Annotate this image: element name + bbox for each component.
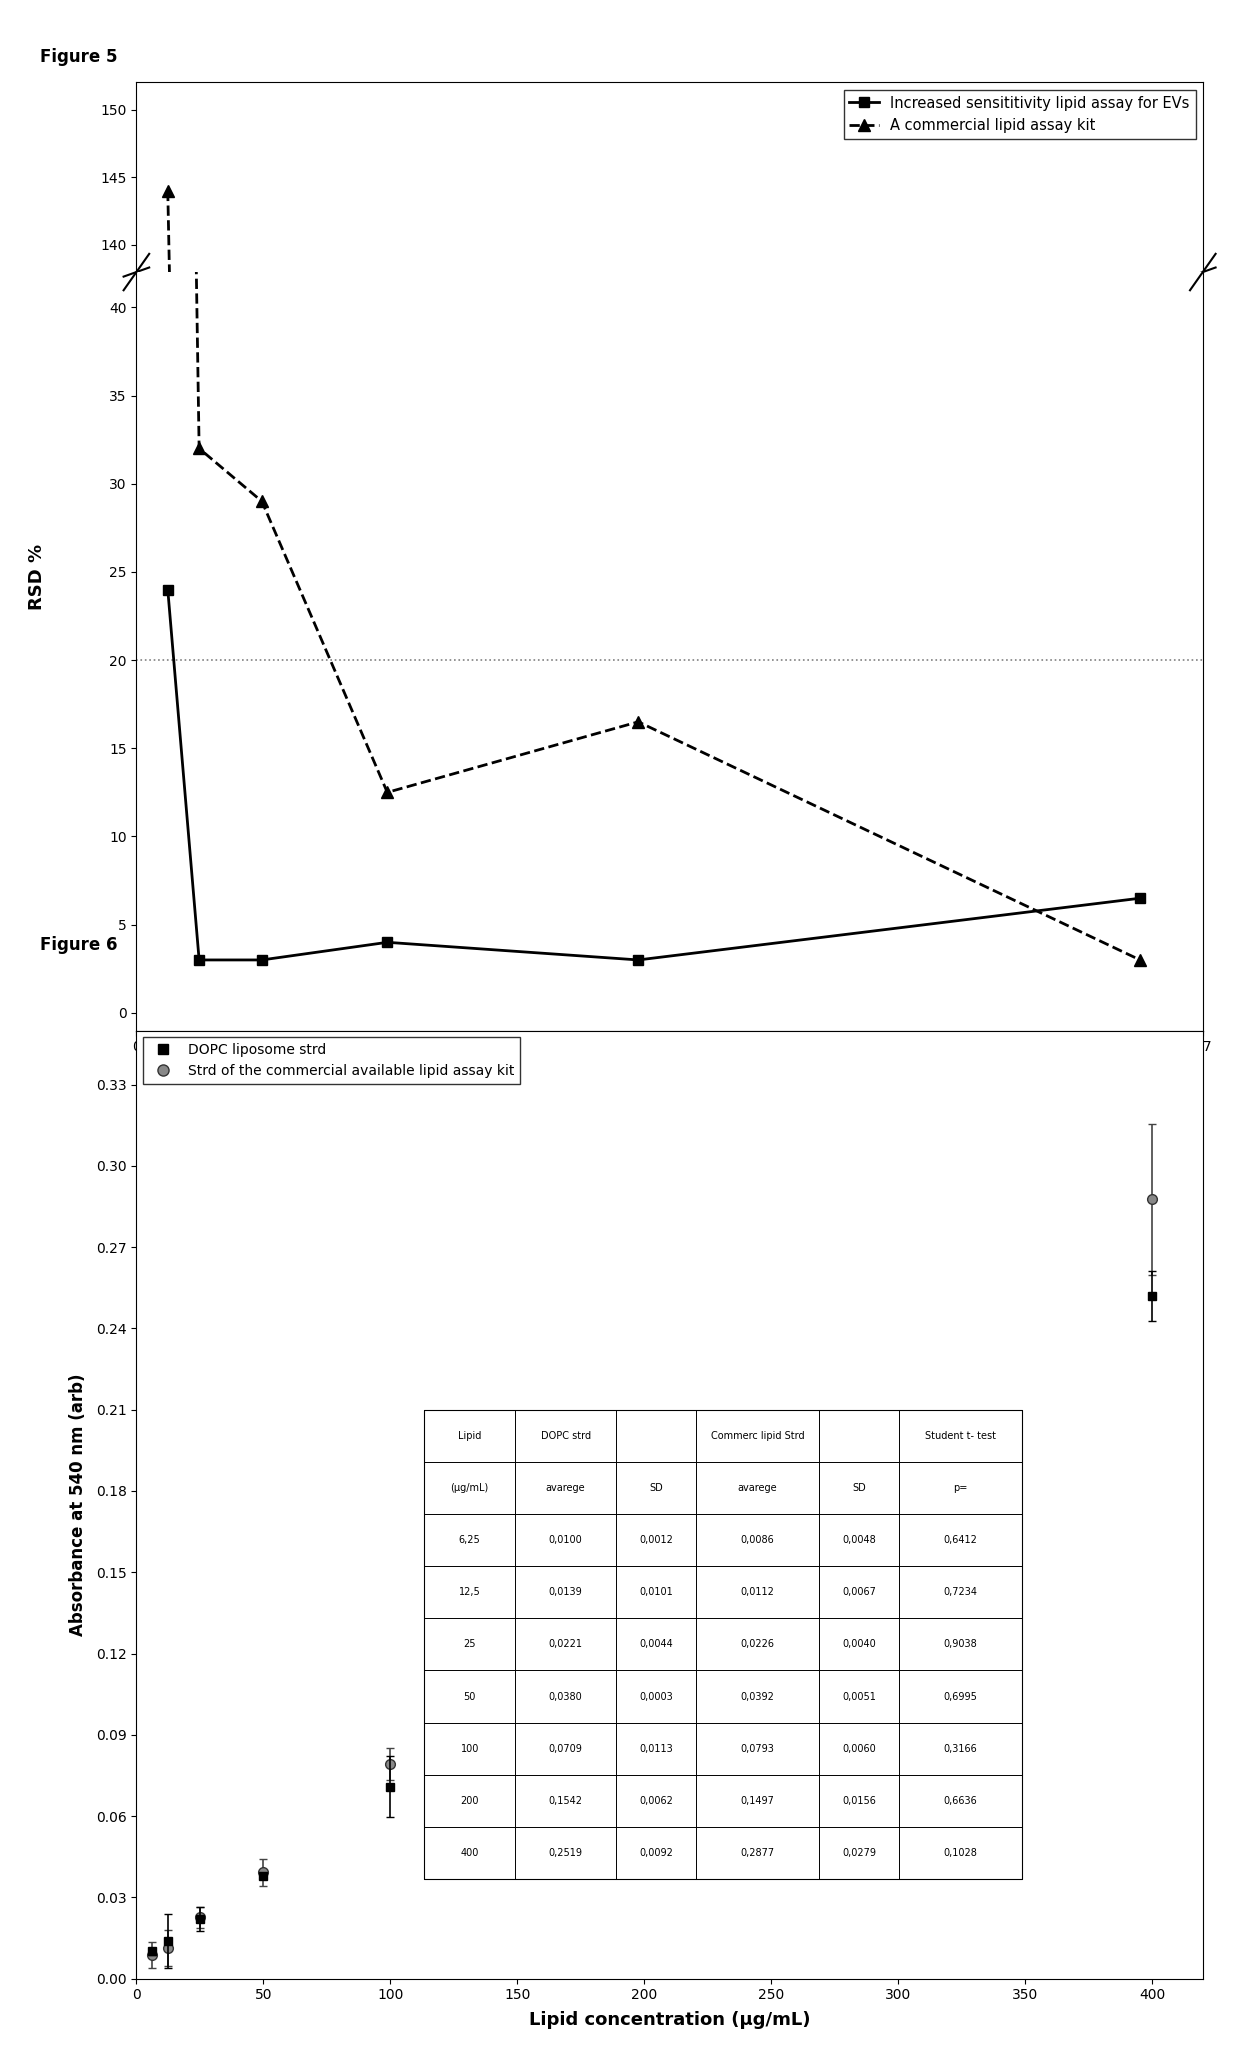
Text: 0,0279: 0,0279 — [842, 1849, 875, 1857]
Text: 0,0048: 0,0048 — [842, 1535, 875, 1546]
Text: 0,2519: 0,2519 — [548, 1849, 583, 1857]
Text: 0,6995: 0,6995 — [944, 1692, 977, 1702]
Text: avarege: avarege — [546, 1484, 585, 1492]
Text: 0,0051: 0,0051 — [842, 1692, 875, 1702]
Text: 0,0044: 0,0044 — [640, 1638, 673, 1649]
Text: RSD %: RSD % — [29, 544, 46, 610]
Text: SD: SD — [852, 1484, 866, 1492]
Text: 0,0392: 0,0392 — [740, 1692, 775, 1702]
Text: 0,0012: 0,0012 — [640, 1535, 673, 1546]
Text: 0,0221: 0,0221 — [548, 1638, 583, 1649]
Text: p=: p= — [954, 1484, 967, 1492]
Text: 0,0067: 0,0067 — [842, 1587, 875, 1597]
Text: 0,0100: 0,0100 — [549, 1535, 583, 1546]
Text: 0,1542: 0,1542 — [548, 1795, 583, 1805]
Text: 0,9038: 0,9038 — [944, 1638, 977, 1649]
Bar — [424, 1410, 1022, 1880]
Text: Lipid: Lipid — [458, 1430, 481, 1441]
Text: 0,0060: 0,0060 — [842, 1744, 875, 1754]
Text: 200: 200 — [460, 1795, 479, 1805]
Text: 0,0092: 0,0092 — [640, 1849, 673, 1857]
Text: 0,0156: 0,0156 — [842, 1795, 875, 1805]
Text: 100: 100 — [460, 1744, 479, 1754]
Text: 0,0112: 0,0112 — [740, 1587, 775, 1597]
Text: 0,0062: 0,0062 — [640, 1795, 673, 1805]
Text: SD: SD — [650, 1484, 663, 1492]
Text: Figure 6: Figure 6 — [41, 936, 118, 954]
X-axis label: Lipid concentration (μg/mL): Lipid concentration (μg/mL) — [528, 2012, 811, 2028]
Text: avarege: avarege — [738, 1484, 777, 1492]
Text: 0,1497: 0,1497 — [740, 1795, 775, 1805]
Text: 0,0139: 0,0139 — [549, 1587, 583, 1597]
Legend: Increased sensititivity lipid assay for EVs, A commercial lipid assay kit: Increased sensititivity lipid assay for … — [843, 91, 1195, 138]
Legend: DOPC liposome strd, Strd of the commercial available lipid assay kit: DOPC liposome strd, Strd of the commerci… — [144, 1037, 520, 1084]
Text: 0,0101: 0,0101 — [640, 1587, 673, 1597]
Text: 0,0086: 0,0086 — [740, 1535, 775, 1546]
Text: 0,0040: 0,0040 — [842, 1638, 875, 1649]
Text: 0,0113: 0,0113 — [640, 1744, 673, 1754]
Y-axis label: Absorbance at 540 nm (arb): Absorbance at 540 nm (arb) — [69, 1373, 88, 1636]
Text: 0,3166: 0,3166 — [944, 1744, 977, 1754]
Text: Student t- test: Student t- test — [925, 1430, 996, 1441]
Text: 12,5: 12,5 — [459, 1587, 481, 1597]
Text: Commerc lipid Strd: Commerc lipid Strd — [711, 1430, 805, 1441]
Text: 0,0709: 0,0709 — [548, 1744, 583, 1754]
Text: (μg/mL): (μg/mL) — [450, 1484, 489, 1492]
Text: 0,6636: 0,6636 — [944, 1795, 977, 1805]
X-axis label: Lipid concentration (μg): Lipid concentration (μg) — [547, 1063, 792, 1080]
Text: 6,25: 6,25 — [459, 1535, 481, 1546]
Text: 50: 50 — [464, 1692, 476, 1702]
Text: 0,2877: 0,2877 — [740, 1849, 775, 1857]
Text: 0,1028: 0,1028 — [944, 1849, 977, 1857]
Text: 0,0793: 0,0793 — [740, 1744, 775, 1754]
Text: 0,0380: 0,0380 — [549, 1692, 583, 1702]
Text: 25: 25 — [464, 1638, 476, 1649]
Text: DOPC strd: DOPC strd — [541, 1430, 590, 1441]
Text: 0,7234: 0,7234 — [944, 1587, 977, 1597]
Text: 0,0226: 0,0226 — [740, 1638, 775, 1649]
Text: Figure 5: Figure 5 — [41, 47, 118, 66]
Text: 400: 400 — [460, 1849, 479, 1857]
Text: 0,6412: 0,6412 — [944, 1535, 977, 1546]
Text: 0,0003: 0,0003 — [640, 1692, 673, 1702]
